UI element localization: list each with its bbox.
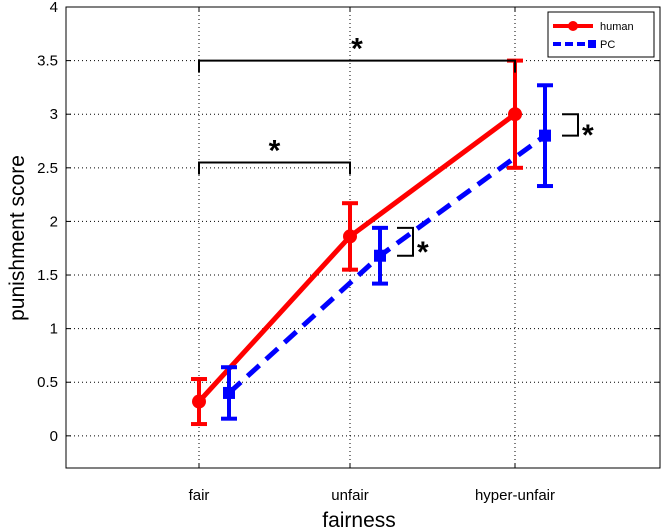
y-tick-label: 0.5 — [37, 374, 58, 391]
y-tick-label: 1.5 — [37, 267, 58, 284]
plot-area — [65, 6, 661, 469]
data-point — [508, 107, 522, 122]
x-tick-label: fair — [189, 487, 210, 504]
x-tick-label: unfair — [331, 487, 369, 504]
legend-marker — [588, 40, 596, 48]
y-tick-label: 0 — [50, 428, 58, 445]
legend-entry-human: human — [553, 21, 634, 33]
legend-entry-pc: PC — [553, 39, 615, 51]
series-layer — [191, 58, 553, 427]
significance-star: * — [351, 33, 363, 66]
significance-side-bracket — [562, 113, 579, 137]
y-axis-label: punishment score — [6, 155, 29, 321]
legend-label: human — [600, 21, 634, 33]
y-axis: 0 0.5 1 1.5 2 2.5 3 3.5 4 — [37, 0, 660, 445]
legend: human PC — [547, 11, 655, 58]
data-point — [223, 386, 235, 399]
series-human — [191, 58, 523, 427]
y-tick-label: 1 — [50, 321, 58, 338]
y-tick-label: 4 — [50, 0, 58, 16]
significance-side-bracket — [397, 226, 414, 257]
data-point — [374, 249, 386, 262]
legend-label: PC — [600, 39, 615, 51]
y-tick-label: 2.5 — [37, 160, 58, 177]
x-axis: fair unfair hyper-unfair — [189, 7, 555, 504]
y-tick-label: 2 — [50, 213, 58, 230]
significance-bracket — [198, 59, 516, 73]
data-point — [539, 129, 551, 142]
annotations: * * * * — [198, 33, 594, 269]
significance-star: * — [269, 134, 281, 167]
x-tick-label: hyper-unfair — [475, 487, 555, 504]
y-tick-label: 3.5 — [37, 53, 58, 70]
significance-star: * — [582, 119, 594, 152]
legend-marker — [568, 21, 578, 31]
legend-box — [547, 11, 655, 58]
significance-bracket — [198, 161, 351, 175]
x-axis-label: fairness — [322, 509, 396, 532]
data-point — [343, 229, 357, 244]
series-pc — [221, 83, 553, 421]
data-point — [192, 394, 206, 409]
significance-star: * — [417, 236, 429, 269]
y-tick-label: 3 — [50, 106, 58, 123]
